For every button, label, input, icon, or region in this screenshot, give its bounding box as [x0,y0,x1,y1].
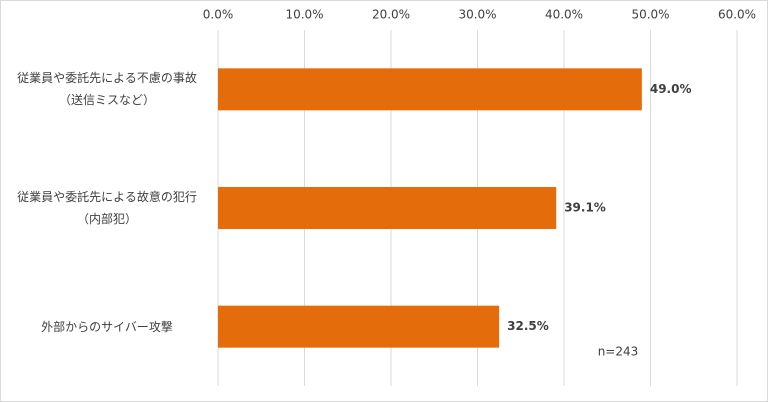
x-tick-label: 40.0% [545,8,583,22]
value-label: 32.5% [507,319,549,333]
y-tick-label: 外部からのサイバー攻撃 [41,319,173,334]
y-tick-label: 従業員や委託先による故意の犯行 （内部犯） [17,190,197,226]
x-tick-label: 30.0% [458,8,496,22]
x-tick-label: 60.0% [718,8,756,22]
x-tick-label: 10.0% [285,8,323,22]
annotation: n=243 [598,345,639,359]
value-label: 39.1% [564,201,606,215]
bar [218,187,557,229]
x-tick-label: 50.0% [631,8,669,22]
bar [218,305,500,348]
x-tick-label: 0.0% [203,8,234,22]
x-tick-label: 20.0% [372,8,410,22]
bar [218,68,642,111]
value-label: 49.0% [650,82,692,96]
y-tick-label: 従業員や委託先による不慮の事故 （送信ミスなど） [17,71,197,108]
